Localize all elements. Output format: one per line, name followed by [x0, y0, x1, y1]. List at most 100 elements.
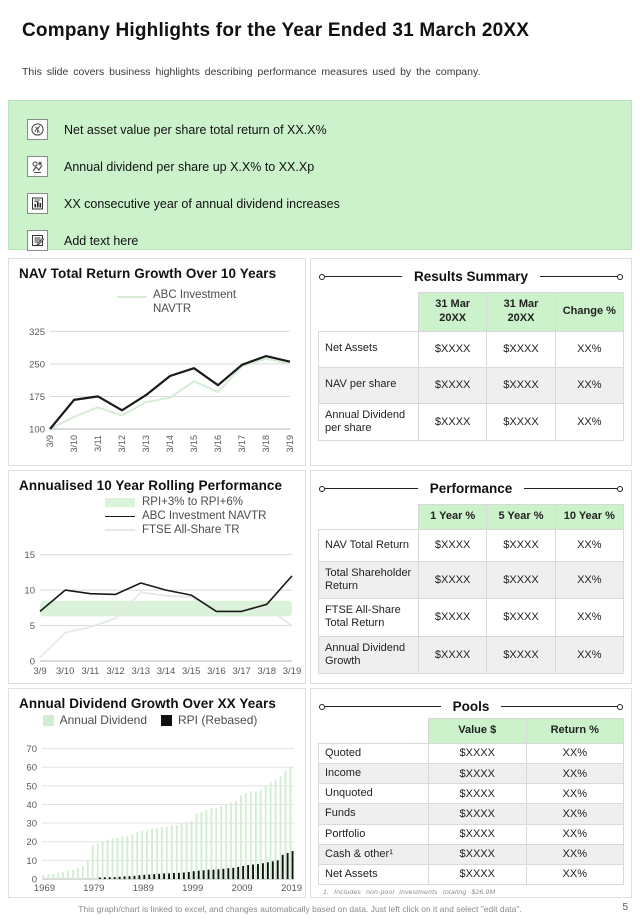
- divider: [325, 706, 441, 707]
- column-header: 31 Mar 20XX: [417, 292, 488, 332]
- svg-text:0: 0: [30, 657, 35, 668]
- rolling-line-chart[interactable]: 0 5 10 15 3/9 3/10 3/11 3/12 3/13 3/14 3/15 3/16 3/1…: [12, 543, 304, 681]
- results-summary-table[interactable]: 31 Mar 20XX 31 Mar 20XX Change % Net Ass…: [318, 292, 625, 441]
- ring-icon: [319, 485, 325, 492]
- value-cell: $XXXX: [428, 823, 527, 845]
- row-label: Portfolio: [318, 823, 429, 845]
- legend-label: ABC Investment NAVTR: [142, 510, 267, 522]
- value-cell: $XXXX: [486, 402, 556, 441]
- edit-note-icon: [27, 230, 48, 251]
- column-header: 10 Year %: [554, 504, 625, 530]
- value-cell: $XXXX: [486, 635, 556, 674]
- dividend-chart-panel: Annual Dividend Growth Over XX Years Ann…: [8, 688, 306, 898]
- pools-footnote: 1. Includes non-pool investments totalin…: [323, 889, 496, 897]
- value-cell: $XXXX: [417, 330, 488, 368]
- value-cell: XX%: [525, 823, 624, 845]
- corner-cell: [319, 293, 419, 332]
- column-header: Change %: [554, 292, 625, 332]
- value-cell: $XXXX: [486, 330, 556, 368]
- row-label: Net Assets: [318, 863, 429, 886]
- divider: [501, 706, 618, 707]
- svg-text:250: 250: [29, 359, 45, 370]
- table-row: Annual Dividend per share $XXXX $XXXX XX…: [318, 402, 625, 441]
- ring-icon: [319, 273, 325, 280]
- table-row: Net Assets $XXXX XX%: [318, 863, 624, 886]
- nav-line-chart[interactable]: 100 175 250 325 3/9 3/10 3/11 3/12 3/13 3/14 3/15 3…: [12, 319, 304, 463]
- value-cell: $XXXX: [486, 598, 556, 637]
- legend-label: FTSE All-Share TR: [142, 524, 240, 536]
- legend-item: FTSE All-Share TR: [105, 523, 305, 537]
- dividend-bar-chart[interactable]: 0 10 20 30 40 50 60 70 1969 1979 1989 1999 2009 2019: [12, 737, 304, 895]
- svg-text:3/18: 3/18: [258, 666, 277, 677]
- table-row: FTSE All-Share Total Return $XXXX $XXXX …: [318, 598, 625, 637]
- row-label: Unquoted: [318, 783, 429, 805]
- value-cell: XX%: [554, 635, 625, 674]
- table-header-row: Value $ Return %: [319, 718, 624, 744]
- pools-panel: Pools Value $ Return % Quoted $XXXX XX% …: [310, 688, 632, 898]
- svg-text:3/13: 3/13: [132, 666, 151, 677]
- green-band-swatch: [105, 497, 135, 507]
- row-label: Quoted: [318, 742, 429, 764]
- value-cell: $XXXX: [417, 598, 488, 637]
- nav-chart-title: NAV Total Return Growth Over 10 Years: [19, 266, 277, 281]
- row-label: FTSE All-Share Total Return: [318, 598, 419, 637]
- svg-text:3/12: 3/12: [117, 435, 127, 453]
- table-row: Portfolio $XXXX XX%: [318, 823, 624, 845]
- table-row: Annual Dividend Growth $XXXX $XXXX XX%: [318, 635, 625, 674]
- value-cell: XX%: [554, 366, 625, 404]
- column-header: 5 Year %: [486, 504, 556, 530]
- black-line-swatch: [105, 515, 135, 517]
- divider: [524, 488, 618, 489]
- legend-item: RPI+3% to RPI+6%: [105, 495, 305, 509]
- table-row: Net Assets $XXXX $XXXX XX%: [318, 330, 625, 368]
- row-label: Annual Dividend Growth: [318, 635, 419, 674]
- value-cell: $XXXX: [428, 843, 527, 865]
- row-label: Funds: [318, 803, 429, 825]
- svg-text:3/12: 3/12: [106, 666, 125, 677]
- svg-text:3/9: 3/9: [45, 435, 55, 448]
- pools-table[interactable]: Value $ Return % Quoted $XXXX XX% Income…: [318, 718, 624, 886]
- nav-chart-panel: NAV Total Return Growth Over 10 Years AB…: [8, 258, 306, 466]
- legend-label: RPI+3% to RPI+6%: [142, 496, 243, 508]
- highlight-text: XX consecutive year of annual dividend i…: [64, 196, 340, 211]
- table-header-row: 31 Mar 20XX 31 Mar 20XX Change %: [319, 292, 625, 332]
- value-cell: $XXXX: [428, 762, 527, 785]
- table-row: Total Shareholder Return $XXXX $XXXX XX%: [318, 560, 625, 600]
- rolling-chart-panel: Annualised 10 Year Rolling Performance R…: [8, 470, 306, 684]
- value-cell: $XXXX: [417, 366, 488, 404]
- svg-text:325: 325: [29, 327, 45, 338]
- svg-text:5: 5: [30, 621, 35, 632]
- svg-text:20: 20: [26, 837, 37, 848]
- legend-label: Annual Dividend: [59, 713, 148, 727]
- chart-document-icon: [27, 193, 48, 214]
- value-cell: $XXXX: [486, 366, 556, 404]
- row-label: Cash & other¹: [318, 843, 429, 865]
- row-label: NAV Total Return: [318, 528, 419, 562]
- legend-item: ABC Investment NAVTR: [105, 509, 305, 523]
- highlight-text: Annual dividend per share up X.X% to XX.…: [64, 159, 315, 174]
- svg-text:15: 15: [24, 550, 35, 561]
- value-cell: XX%: [525, 863, 624, 886]
- footer-note: This graph/chart is linked to excel, and…: [78, 904, 522, 914]
- svg-text:3/19: 3/19: [285, 435, 295, 453]
- svg-text:100: 100: [29, 425, 45, 436]
- corner-cell: [319, 719, 429, 744]
- highlight-text: Net asset value per share total return o…: [64, 122, 327, 137]
- faint-line-swatch: [105, 529, 135, 531]
- performance-header: Performance: [311, 471, 631, 500]
- rolling-chart-title: Annualised 10 Year Rolling Performance: [19, 478, 283, 493]
- pools-header: Pools: [311, 689, 631, 714]
- performance-table[interactable]: 1 Year % 5 Year % 10 Year % NAV Total Re…: [318, 504, 625, 674]
- value-cell: $XXXX: [486, 528, 556, 562]
- legend-label: RPI (Rebased): [178, 713, 258, 727]
- divider: [325, 488, 418, 489]
- highlights-box: Net asset value per share total return o…: [8, 100, 632, 251]
- money-plant-icon: [27, 119, 48, 140]
- svg-text:70: 70: [26, 744, 37, 755]
- table-row: NAV Total Return $XXXX $XXXX XX%: [318, 528, 625, 562]
- row-label: NAV per share: [318, 366, 419, 404]
- svg-text:3/10: 3/10: [69, 435, 79, 453]
- svg-text:2009: 2009: [232, 883, 253, 894]
- divider: [540, 276, 618, 277]
- value-cell: $XXXX: [428, 783, 527, 805]
